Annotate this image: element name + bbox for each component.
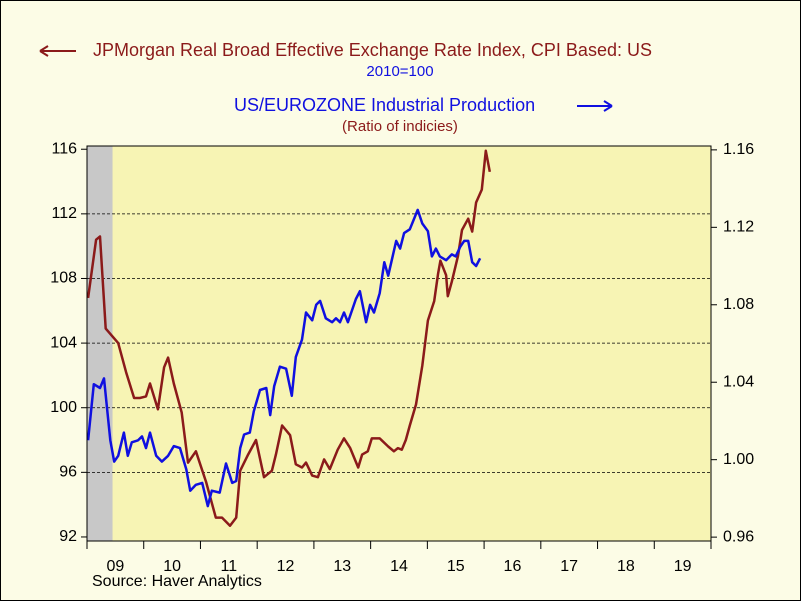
x-tick-label: 16 [504,558,522,575]
y-tick-label: 104 [50,334,77,351]
legend-arrow-head [603,100,613,112]
y-tick-label: 100 [50,399,77,416]
y-tick-label: 112 [51,205,77,222]
legend-units: (Ratio of indicies) [342,118,458,135]
x-tick-label: 13 [333,558,351,575]
y-tick-label: 116 [51,140,77,157]
y2-tick-label: 1.08 [723,296,754,313]
legend-label: JPMorgan Real Broad Effective Exchange R… [93,40,652,60]
x-tick-label: 14 [390,558,408,575]
x-tick-label: 12 [277,558,295,575]
x-tick-label: 11 [221,558,238,575]
x-tick-label: 10 [163,558,181,575]
series-line [86,149,492,527]
y-tick-label: 108 [50,270,77,287]
plot-frame [86,145,712,542]
y-tick-label: 92 [59,528,77,545]
y2-tick-label: 1.00 [723,451,754,468]
legend-arrow-head [39,45,49,57]
x-tick-label: 09 [106,558,124,575]
x-tick-label: 19 [674,558,692,575]
legend-units: 2010=100 [366,63,433,80]
x-tick-label: 15 [447,558,465,575]
recession-band [87,146,113,541]
x-tick-label: 17 [560,558,578,575]
plot-area [87,146,711,541]
series-line [86,208,482,508]
x-tick-label: 18 [617,558,635,575]
y2-tick-label: 1.16 [723,141,754,158]
y-tick-label: 96 [59,464,77,481]
y2-tick-label: 1.04 [723,373,754,390]
y2-tick-label: 1.12 [723,219,754,236]
y2-tick-label: 0.96 [723,528,754,545]
source: Source: Haver Analytics [92,573,262,590]
legend-label: US/EUROZONE Industrial Production [234,95,535,115]
